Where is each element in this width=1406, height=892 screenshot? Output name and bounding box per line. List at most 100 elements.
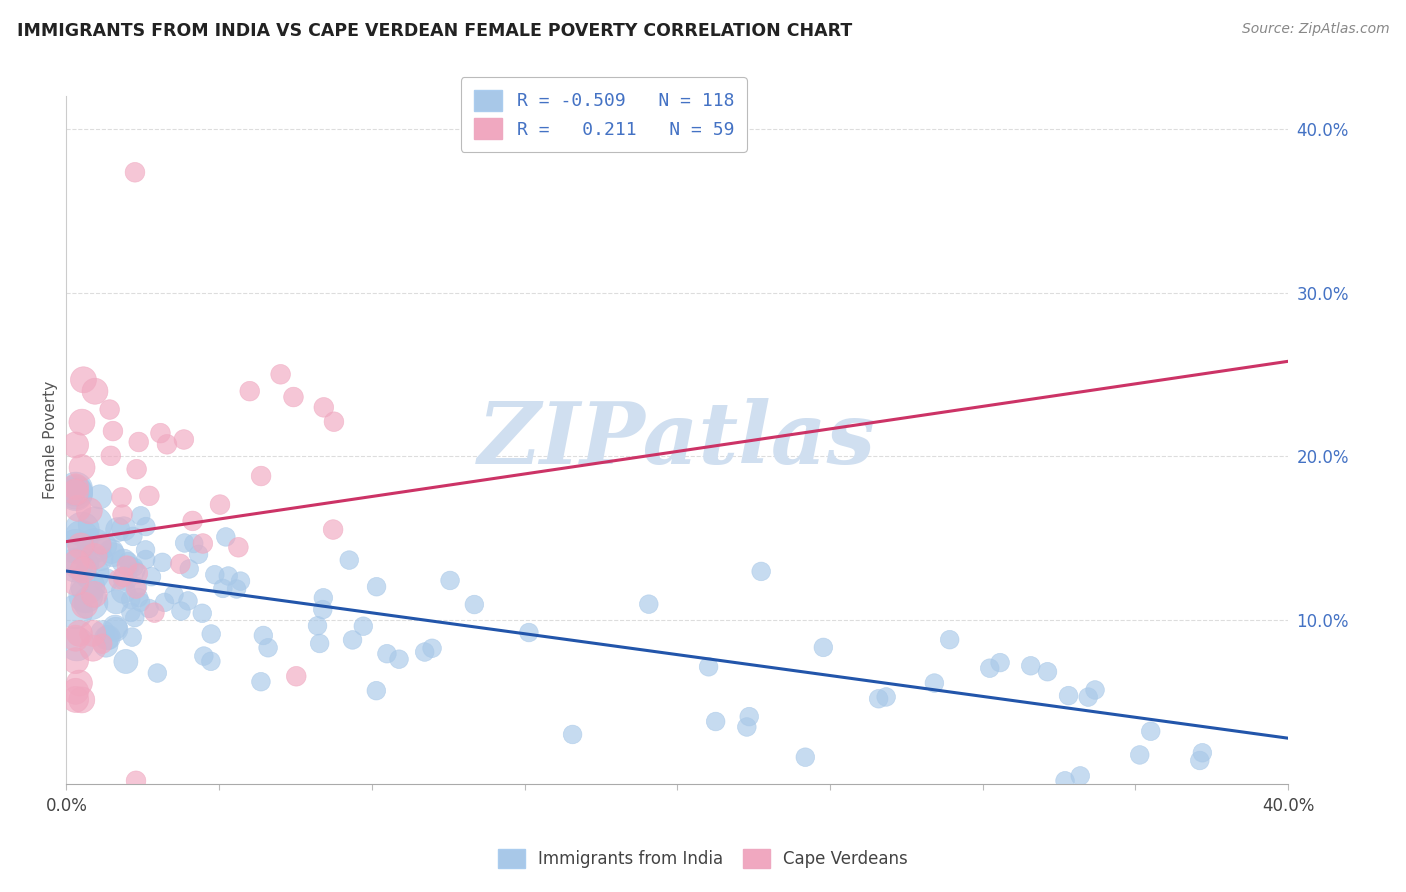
- Point: [90, 551, 112, 566]
- Point: [65, 684, 87, 698]
- Point: [138, 489, 160, 503]
- Point: [1036, 665, 1059, 679]
- Point: [65, 485, 87, 500]
- Point: [90, 537, 112, 551]
- Point: [138, 601, 160, 615]
- Point: [122, 529, 145, 543]
- Point: [96, 631, 118, 645]
- Point: [1191, 746, 1213, 760]
- Point: [65, 605, 87, 619]
- Point: [117, 555, 139, 569]
- Point: [82, 626, 104, 640]
- Point: [82, 566, 104, 581]
- Point: [250, 674, 273, 689]
- Point: [115, 655, 138, 669]
- Point: [312, 602, 335, 616]
- Point: [156, 437, 179, 451]
- Point: [65, 485, 87, 500]
- Point: [463, 598, 485, 612]
- Point: [129, 595, 152, 609]
- Point: [283, 390, 305, 404]
- Point: [65, 480, 87, 494]
- Point: [122, 560, 145, 574]
- Point: [112, 522, 135, 536]
- Point: [375, 647, 398, 661]
- Point: [67, 626, 90, 640]
- Point: [72, 373, 94, 387]
- Point: [285, 669, 308, 683]
- Point: [637, 597, 659, 611]
- Point: [307, 619, 329, 633]
- Point: [135, 552, 157, 566]
- Point: [104, 622, 127, 636]
- Point: [120, 606, 142, 620]
- Point: [191, 536, 214, 550]
- Point: [1053, 773, 1076, 788]
- Point: [749, 565, 772, 579]
- Point: [89, 490, 111, 504]
- Point: [66, 501, 89, 516]
- Point: [1019, 658, 1042, 673]
- Point: [70, 522, 93, 536]
- Point: [366, 683, 388, 698]
- Point: [91, 625, 114, 640]
- Point: [125, 582, 148, 596]
- Point: [70, 693, 93, 707]
- Text: Source: ZipAtlas.com: Source: ZipAtlas.com: [1241, 22, 1389, 37]
- Point: [200, 627, 222, 641]
- Point: [924, 676, 946, 690]
- Point: [76, 580, 98, 594]
- Point: [100, 449, 122, 463]
- Point: [125, 462, 148, 476]
- Point: [413, 645, 436, 659]
- Point: [65, 632, 87, 646]
- Point: [115, 558, 138, 573]
- Point: [352, 619, 374, 633]
- Point: [65, 486, 87, 500]
- Point: [938, 632, 960, 647]
- Point: [107, 572, 129, 586]
- Point: [83, 539, 105, 553]
- Point: [70, 558, 93, 572]
- Point: [177, 594, 200, 608]
- Point: [229, 574, 252, 588]
- Point: [66, 637, 89, 651]
- Point: [1084, 683, 1107, 698]
- Point: [366, 580, 388, 594]
- Point: [183, 536, 205, 550]
- Point: [75, 589, 97, 603]
- Point: [65, 654, 87, 668]
- Point: [173, 536, 195, 550]
- Point: [239, 384, 262, 399]
- Point: [65, 539, 87, 553]
- Point: [988, 656, 1011, 670]
- Point: [124, 165, 146, 179]
- Point: [187, 547, 209, 561]
- Point: [517, 625, 540, 640]
- Point: [225, 582, 247, 596]
- Point: [181, 514, 204, 528]
- Point: [215, 530, 238, 544]
- Point: [118, 558, 141, 573]
- Point: [200, 654, 222, 668]
- Point: [252, 628, 274, 642]
- Point: [82, 641, 104, 656]
- Point: [250, 469, 273, 483]
- Point: [112, 570, 135, 584]
- Point: [208, 498, 231, 512]
- Point: [191, 607, 214, 621]
- Point: [129, 508, 152, 523]
- Point: [420, 641, 443, 656]
- Point: [169, 557, 191, 571]
- Point: [135, 519, 157, 533]
- Point: [149, 426, 172, 441]
- Point: [342, 632, 364, 647]
- Point: [561, 727, 583, 741]
- Point: [204, 567, 226, 582]
- Point: [212, 582, 235, 596]
- Point: [79, 504, 101, 518]
- Point: [143, 606, 166, 620]
- Point: [153, 595, 176, 609]
- Point: [83, 587, 105, 601]
- Point: [323, 415, 346, 429]
